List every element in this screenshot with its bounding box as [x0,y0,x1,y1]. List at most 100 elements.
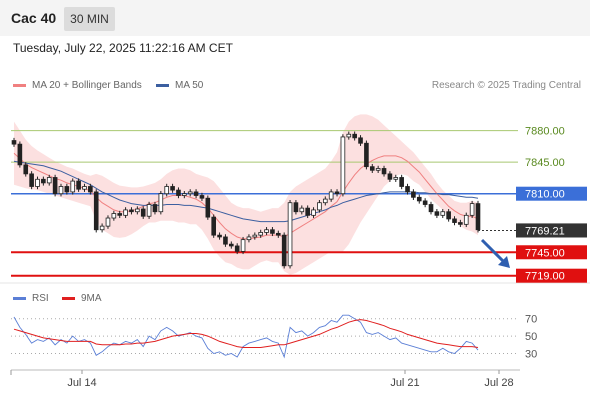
forecast-arrow-head [498,256,510,268]
legend-9ma: 9MA [62,293,102,304]
candle-body [252,234,258,238]
candle-body [41,178,46,184]
x-tick-label: Jul 14 [67,377,96,389]
candle-body [82,186,87,190]
candle-body [399,177,404,187]
candle-body [311,209,316,216]
candle-body [99,225,105,231]
ma9-legend-label: 9MA [81,293,102,304]
candle-body [322,198,328,204]
candle-body [123,209,128,216]
candle-body [146,204,152,217]
ma50-legend-label: MA 50 [175,80,204,91]
candle-body [234,245,240,252]
level-label-4: 7745.00 [525,247,565,259]
candle-body [35,178,40,187]
candle-body [229,243,234,247]
header-bar: Cac 40 30 MIN [0,0,590,36]
ma20-legend-label: MA 20 + Bollinger Bands [32,80,142,91]
candle-body [375,168,381,171]
candle-body [111,213,117,219]
candle-body [129,209,134,213]
candle-body [105,217,111,227]
candle-body [393,177,399,180]
instrument-title: Cac 40 [11,10,57,26]
candle-body [475,203,481,231]
candle-body [428,204,434,213]
candle-body [170,186,175,191]
candle-body [434,211,440,216]
candle-body [187,191,193,195]
candle-body [193,191,199,196]
candle-body [217,234,222,238]
candle-body [422,200,428,205]
candle-body [364,142,369,168]
candle-body [176,189,181,196]
candle-body [328,191,334,200]
candle-body [387,173,393,180]
candle-body [270,229,275,234]
candle-body [117,213,123,216]
candle-body [246,236,252,241]
candle-body [11,140,17,145]
candle-body [205,197,211,218]
rsi-line [13,314,479,359]
candle-body [140,208,146,217]
candle-body [275,232,281,236]
candle-body [287,202,293,267]
candle-body [446,211,451,220]
candle-body [199,195,205,199]
rsi-tick-label: 50 [525,331,537,343]
timeframe-button[interactable]: 30 MIN [64,7,115,31]
level-box-4 [516,245,587,260]
candle-body [305,207,310,216]
candle-body [452,218,457,223]
candle-body [264,229,269,233]
legend-rsi: RSI [13,293,49,304]
rsi-tick-label: 30 [525,349,537,361]
candle-body [299,207,305,213]
candle-body [17,143,23,166]
candle-body [182,193,187,196]
candle-body [29,173,34,187]
candle-body [458,222,463,225]
candle-body [23,164,29,175]
candle-body [440,211,446,216]
level-label-1: 7845.00 [525,157,565,169]
candle-body [135,208,140,213]
candle-body [463,214,469,225]
candle-body [352,133,357,139]
candle-body [405,186,410,193]
candle-body [293,202,299,213]
bollinger-band [14,114,478,275]
level-label-0: 7880.00 [525,126,565,138]
candle-body [152,204,158,213]
candle-body [93,191,99,231]
candle-body [369,166,375,171]
candle-body [223,236,228,245]
candle-body [46,177,52,184]
candle-body [52,177,58,195]
last-price-label: 7769.21 [525,225,565,237]
x-tick-label: Jul 21 [390,377,419,389]
ma50-swatch [156,84,169,87]
chart-datetime: Tuesday, July 22, 2025 11:22:16 AM CET [13,41,233,55]
rsi-tick-label: 70 [525,314,537,326]
candle-body [416,196,422,202]
candle-body [64,186,70,193]
research-credit: Research © 2025 Trading Central [431,80,581,91]
legend-ma20: MA 20 + Bollinger Bands [13,80,142,91]
legend-ma50: MA 50 [156,80,203,91]
candle-body [240,239,246,252]
candle-body [76,180,81,190]
candle-body [211,216,217,236]
last-price-box [516,223,587,238]
level-box-2 [516,186,587,201]
ma9-swatch [62,297,75,300]
rsi-swatch [13,297,26,300]
ma20-swatch [13,84,26,87]
candle-body [58,186,64,195]
candle-body [358,137,363,144]
rsi-legend-label: RSI [32,293,49,304]
